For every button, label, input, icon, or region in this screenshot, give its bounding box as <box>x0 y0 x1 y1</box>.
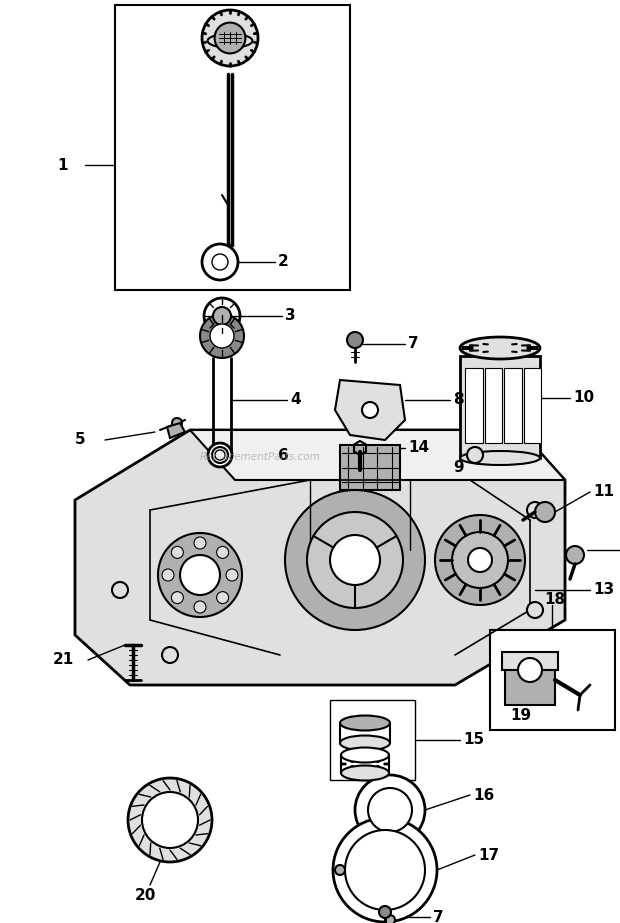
Text: 21: 21 <box>53 653 74 667</box>
Ellipse shape <box>460 337 540 359</box>
Circle shape <box>128 778 212 862</box>
Circle shape <box>202 244 238 280</box>
Circle shape <box>452 532 508 588</box>
Polygon shape <box>190 430 565 480</box>
Ellipse shape <box>208 34 252 48</box>
Circle shape <box>158 533 242 617</box>
Circle shape <box>362 402 378 418</box>
Text: 8: 8 <box>453 392 464 407</box>
Circle shape <box>171 592 184 604</box>
Circle shape <box>335 865 345 875</box>
Circle shape <box>330 535 380 585</box>
Text: 11: 11 <box>593 485 614 499</box>
Circle shape <box>468 548 492 572</box>
Text: 5: 5 <box>75 433 86 448</box>
Text: 20: 20 <box>135 888 156 903</box>
Circle shape <box>385 915 395 923</box>
Text: 19: 19 <box>510 708 531 723</box>
Circle shape <box>112 582 128 598</box>
Circle shape <box>333 818 437 922</box>
Circle shape <box>355 775 425 845</box>
Text: 6: 6 <box>278 448 289 462</box>
Ellipse shape <box>340 715 390 730</box>
Circle shape <box>142 792 198 848</box>
Circle shape <box>345 830 425 910</box>
Bar <box>504 368 521 443</box>
Circle shape <box>162 647 178 663</box>
Bar <box>502 652 558 670</box>
Circle shape <box>347 332 363 348</box>
Circle shape <box>527 502 543 518</box>
Circle shape <box>216 592 229 604</box>
Circle shape <box>180 555 220 595</box>
Circle shape <box>212 254 228 270</box>
Text: 4: 4 <box>290 392 301 407</box>
Circle shape <box>210 324 234 348</box>
Circle shape <box>535 502 555 522</box>
Text: 2: 2 <box>278 255 289 270</box>
Circle shape <box>467 447 483 463</box>
Ellipse shape <box>341 748 389 762</box>
Circle shape <box>172 418 182 428</box>
Ellipse shape <box>340 736 390 750</box>
Bar <box>490 630 615 730</box>
Ellipse shape <box>460 451 540 465</box>
Bar <box>523 368 541 443</box>
Text: 15: 15 <box>463 733 484 748</box>
Circle shape <box>213 307 231 325</box>
Circle shape <box>307 512 403 608</box>
Text: 14: 14 <box>408 440 429 455</box>
Circle shape <box>171 546 184 558</box>
Text: 1: 1 <box>57 158 68 173</box>
Circle shape <box>435 515 525 605</box>
Bar <box>115 5 350 290</box>
Bar <box>465 368 482 443</box>
Circle shape <box>202 10 258 66</box>
Circle shape <box>518 658 542 682</box>
Text: 7: 7 <box>433 909 444 923</box>
Circle shape <box>566 546 584 564</box>
Text: 7: 7 <box>408 337 419 352</box>
Circle shape <box>194 601 206 613</box>
Circle shape <box>212 447 228 463</box>
Bar <box>460 356 540 458</box>
Circle shape <box>226 569 238 581</box>
Text: 18: 18 <box>544 593 565 607</box>
Ellipse shape <box>341 765 389 781</box>
Circle shape <box>285 490 425 630</box>
Text: 16: 16 <box>473 787 494 802</box>
Circle shape <box>368 788 412 832</box>
Circle shape <box>527 602 543 618</box>
Bar <box>340 445 400 490</box>
Circle shape <box>208 443 232 467</box>
Bar <box>505 655 555 705</box>
Bar <box>330 700 415 780</box>
Circle shape <box>200 314 244 358</box>
Text: ReplacementParts.com: ReplacementParts.com <box>200 452 321 462</box>
Polygon shape <box>167 423 185 438</box>
Circle shape <box>379 906 391 918</box>
Circle shape <box>216 546 229 558</box>
Circle shape <box>215 450 225 460</box>
Text: 10: 10 <box>573 390 594 405</box>
Polygon shape <box>335 380 405 440</box>
Bar <box>484 368 502 443</box>
Circle shape <box>215 22 246 54</box>
Text: 9: 9 <box>453 460 464 474</box>
Circle shape <box>204 298 240 334</box>
Polygon shape <box>75 430 565 685</box>
Circle shape <box>194 537 206 549</box>
Text: 13: 13 <box>593 582 614 597</box>
Text: 17: 17 <box>478 847 499 862</box>
Circle shape <box>162 569 174 581</box>
Text: 3: 3 <box>285 308 296 323</box>
